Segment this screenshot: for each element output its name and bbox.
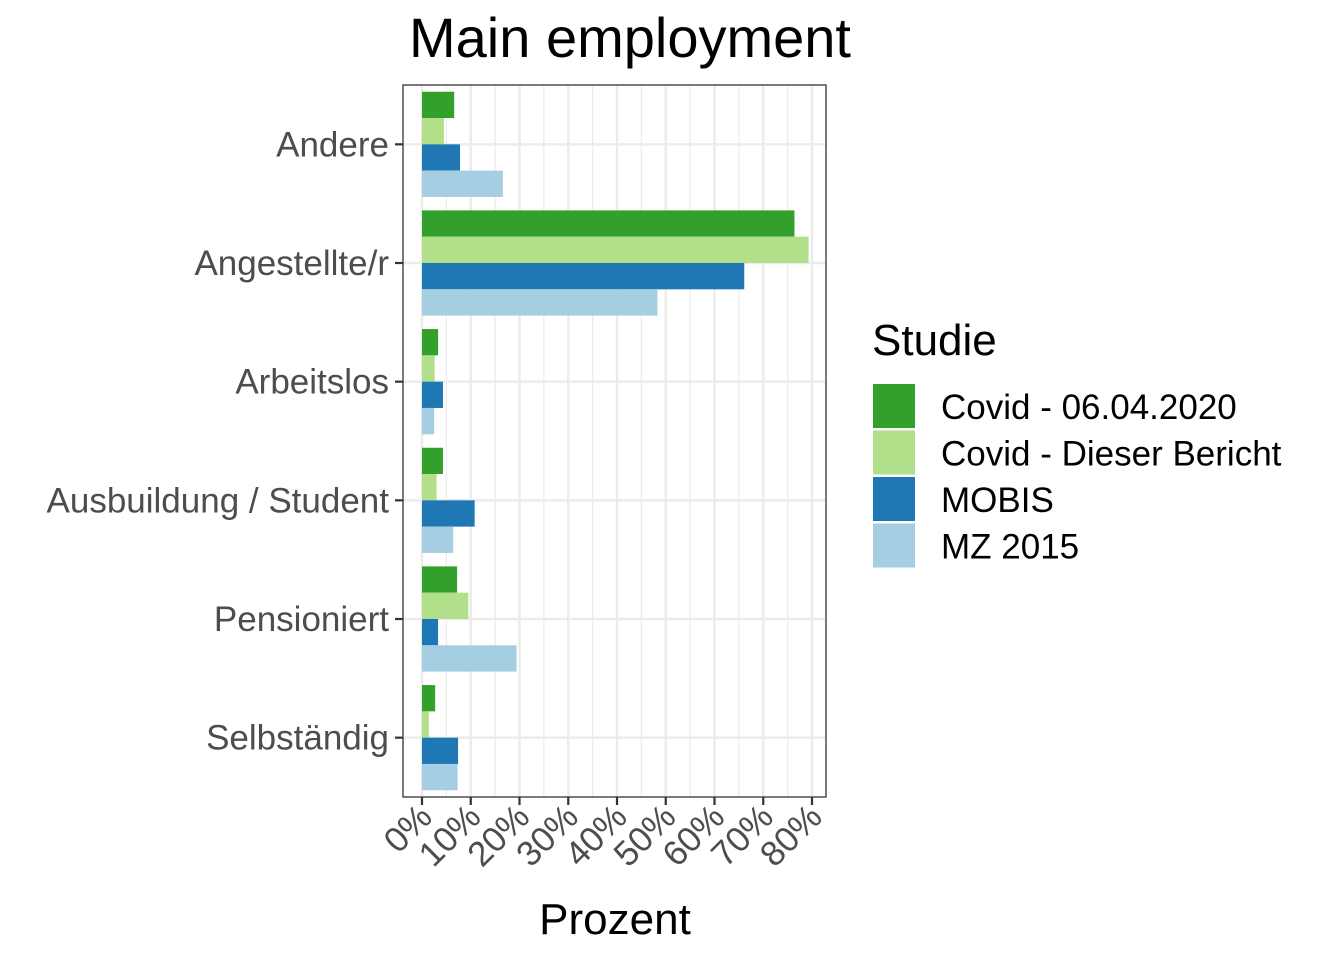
- bar-arbeitslos-series-4: [422, 407, 435, 435]
- bars: [422, 91, 809, 791]
- y-tick-label: Pensioniert: [214, 600, 389, 639]
- bar-selbst-ndig-series-1: [422, 685, 436, 712]
- y-tick-label: Angestellte/r: [194, 244, 389, 283]
- bar-angestellte-r-series-2: [422, 236, 809, 263]
- bar-selbst-ndig-series-4: [422, 763, 458, 791]
- bar-pensioniert-series-3: [422, 619, 439, 646]
- bar-pensioniert-series-2: [422, 592, 469, 619]
- bar-andere-series-1: [422, 91, 455, 119]
- bar-pensioniert-series-1: [422, 566, 458, 593]
- bar-pensioniert-series-4: [422, 645, 517, 672]
- x-axis: 0%10%20%30%40%50%60%70%80%: [376, 797, 830, 874]
- y-tick-label: Selbständig: [206, 719, 389, 758]
- y-tick-label: Arbeitslos: [235, 363, 389, 402]
- legend-label: MZ 2015: [941, 528, 1079, 567]
- legend-key: [873, 430, 915, 475]
- bar-ausbuildung-student-series-1: [422, 447, 443, 475]
- bar-ausbuildung-student-series-3: [422, 500, 475, 527]
- chart-title: Main employment: [409, 6, 851, 69]
- y-tick-label: Ausbuildung / Student: [47, 481, 390, 520]
- bar-arbeitslos-series-2: [422, 355, 435, 382]
- legend-label: Covid - Dieser Bericht: [941, 435, 1282, 474]
- legend-label: Covid - 06.04.2020: [941, 388, 1237, 427]
- bar-arbeitslos-series-3: [422, 381, 443, 408]
- bar-ausbuildung-student-series-4: [422, 526, 454, 553]
- y-tick-label: Andere: [276, 125, 389, 164]
- x-axis-title: Prozent: [539, 895, 691, 944]
- legend-title: Studie: [872, 316, 997, 365]
- bar-angestellte-r-series-1: [422, 210, 795, 237]
- bar-andere-series-4: [422, 170, 503, 197]
- bar-arbeitslos-series-1: [422, 329, 439, 356]
- plot-panel-border: [402, 84, 827, 798]
- plot-background: [403, 85, 826, 797]
- bar-angestellte-r-series-3: [422, 263, 745, 290]
- legend-label: MOBIS: [941, 481, 1054, 520]
- gridlines: [403, 85, 826, 797]
- bar-angestellte-r-series-4: [422, 289, 658, 316]
- legend-key: [873, 384, 915, 428]
- legend-key: [873, 523, 915, 568]
- bar-andere-series-2: [422, 118, 444, 145]
- y-axis: Andere Angestellte/r Arbeitslos Ausbuildung…: [47, 125, 403, 758]
- legend-key: [873, 477, 915, 521]
- bar-selbst-ndig-series-2: [422, 711, 429, 738]
- bar-ausbuildung-student-series-2: [422, 474, 437, 501]
- bar-selbst-ndig-series-3: [422, 737, 459, 764]
- legend: Studie Covid - 06.04.2020 Covid - Dieser …: [872, 316, 1282, 568]
- bar-andere-series-3: [422, 144, 461, 171]
